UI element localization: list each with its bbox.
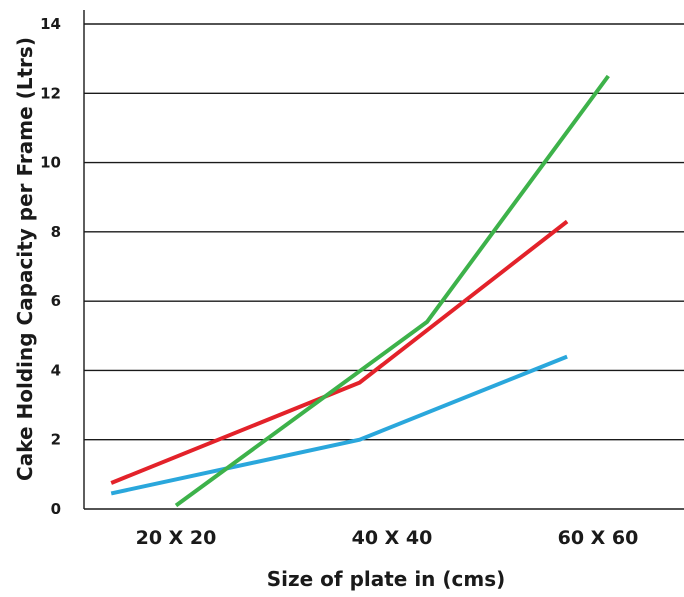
series-line-3 [174, 74, 610, 508]
x-axis-title: Size of plate in (cms) [267, 567, 506, 591]
x-tick-label-1: 20 X 20 [136, 527, 217, 549]
x-tick-labels: 20 X 20 40 X 40 60 X 60 [136, 527, 639, 549]
y-tick-label-0: 0 [51, 500, 61, 518]
axes [83, 10, 684, 510]
y-tick-label-8: 8 [51, 223, 61, 241]
y-tick-label-4: 4 [51, 361, 61, 379]
x-tick-label-2: 40 X 40 [352, 527, 433, 549]
series-line-1 [110, 354, 568, 496]
y-tick-label-12: 12 [40, 84, 61, 102]
y-tick-label-2: 2 [51, 431, 61, 449]
x-tick-label-3: 60 X 60 [558, 527, 639, 549]
y-tick-label-6: 6 [51, 292, 61, 310]
y-axis-title: Cake Holding Capacity per Frame (Ltrs) [13, 37, 37, 481]
series-line-2 [110, 219, 569, 485]
y-tick-label-14: 14 [40, 15, 61, 33]
y-tick-labels: 0 2 4 6 8 10 12 14 [40, 15, 61, 518]
y-tick-label-10: 10 [40, 154, 61, 172]
gridlines [84, 23, 684, 441]
series-lines [110, 74, 610, 508]
